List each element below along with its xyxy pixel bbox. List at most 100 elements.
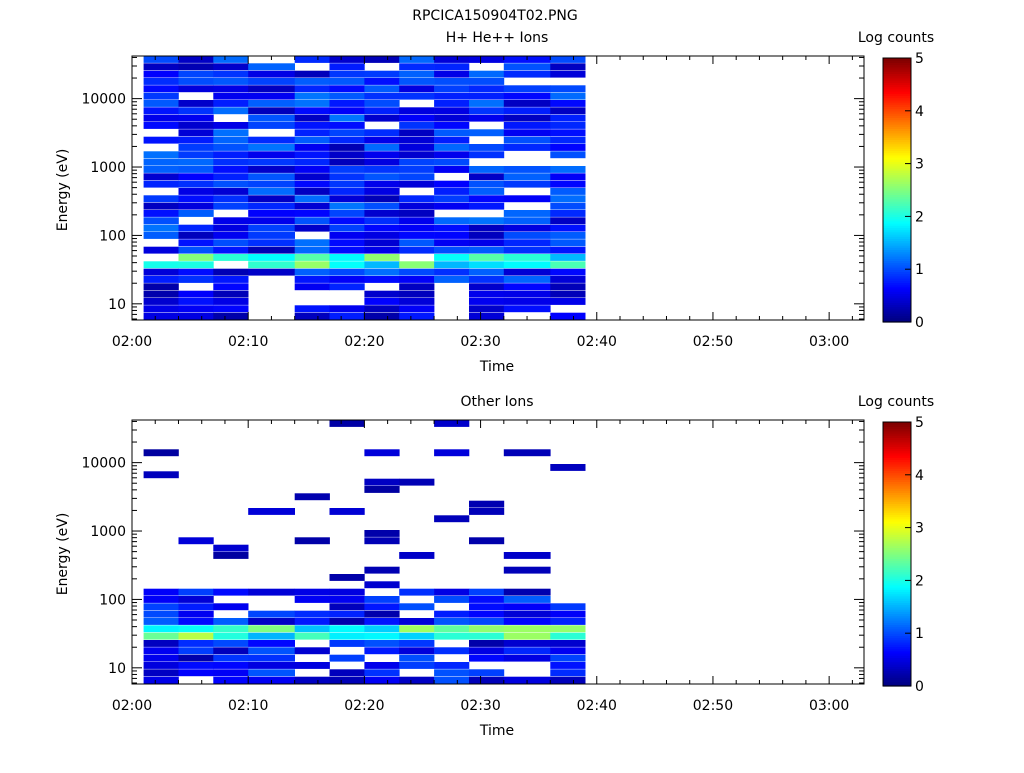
heat-cell bbox=[469, 92, 505, 100]
heat-cell bbox=[399, 261, 435, 269]
colorbar-swatch bbox=[883, 452, 911, 456]
colorbar-swatch bbox=[883, 554, 911, 557]
heat-cell bbox=[434, 246, 470, 254]
heat-cell bbox=[178, 195, 214, 203]
heat-cell bbox=[143, 588, 179, 596]
y-tick-label: 1000 bbox=[90, 524, 126, 540]
heat-cell bbox=[213, 305, 249, 313]
heat-cell bbox=[550, 202, 586, 210]
heat-cell bbox=[213, 166, 249, 173]
heat-cell bbox=[364, 144, 400, 151]
colorbar-swatch bbox=[883, 238, 911, 242]
colorbar-swatch bbox=[883, 209, 911, 213]
heat-cell bbox=[364, 70, 400, 78]
heat-cell bbox=[469, 500, 505, 508]
heat-cell bbox=[329, 107, 365, 115]
heat-cell bbox=[399, 56, 435, 63]
colorbar-swatch bbox=[883, 422, 911, 425]
heat-cell bbox=[143, 268, 179, 276]
heat-cell bbox=[364, 312, 400, 320]
colorbar-swatch bbox=[883, 73, 911, 77]
colorbar-swatch bbox=[883, 527, 911, 531]
heat-cell bbox=[143, 114, 179, 122]
colorbar-swatch bbox=[883, 212, 911, 215]
heat-cell bbox=[550, 56, 586, 63]
y-tick-label: 1000 bbox=[90, 160, 126, 176]
heat-cell bbox=[550, 276, 586, 283]
colorbar-swatch bbox=[883, 488, 911, 491]
heat-cell bbox=[178, 669, 214, 677]
heat-cell bbox=[178, 254, 214, 261]
heat-cell bbox=[434, 268, 470, 276]
colorbar-swatch bbox=[883, 124, 911, 127]
heat-cell bbox=[364, 268, 400, 276]
colorbar-swatch bbox=[883, 194, 911, 198]
heat-cell bbox=[503, 63, 551, 71]
heat-cell bbox=[178, 151, 214, 159]
heat-cell bbox=[399, 239, 435, 247]
y-axis-h-he: 10 100 1000 10000 bbox=[81, 56, 864, 320]
heat-cell bbox=[434, 588, 470, 596]
heat-cell bbox=[364, 188, 400, 195]
heat-cell bbox=[364, 100, 400, 107]
heat-cell bbox=[434, 195, 470, 203]
colorbar-swatch bbox=[883, 251, 911, 255]
colorbar-swatch bbox=[883, 668, 911, 672]
heat-cell bbox=[503, 618, 551, 625]
heat-cell bbox=[364, 290, 400, 298]
heat-cell bbox=[213, 669, 249, 677]
colorbar-swatch bbox=[883, 291, 911, 294]
heat-cell bbox=[248, 180, 295, 188]
colorbar-swatch bbox=[883, 598, 911, 601]
heat-cell bbox=[434, 254, 470, 261]
heat-cell bbox=[143, 632, 179, 640]
heat-cell bbox=[364, 78, 400, 85]
heat-cell bbox=[143, 217, 179, 225]
heat-cell bbox=[178, 78, 214, 85]
heat-cell bbox=[213, 290, 249, 298]
heat-cell bbox=[503, 552, 551, 559]
heat-cell bbox=[143, 276, 179, 283]
colorbar-swatch bbox=[883, 108, 911, 112]
heat-cell bbox=[550, 232, 586, 239]
heat-cell bbox=[550, 217, 586, 225]
heat-cell bbox=[503, 85, 551, 93]
heat-cell bbox=[434, 224, 470, 232]
heat-cell bbox=[364, 151, 400, 159]
colorbar-swatch bbox=[883, 205, 911, 209]
colorbar-swatch bbox=[883, 135, 911, 138]
heat-cell bbox=[550, 464, 586, 471]
heat-cell bbox=[329, 78, 365, 85]
heat-cell bbox=[213, 632, 249, 640]
colorbar-swatch bbox=[883, 642, 911, 645]
heat-cell bbox=[399, 107, 435, 115]
heat-cell bbox=[178, 618, 214, 625]
colorbar-swatch bbox=[883, 236, 911, 239]
y-tick-label: 10000 bbox=[81, 456, 126, 472]
heat-cell bbox=[329, 224, 365, 232]
heat-cell bbox=[294, 224, 330, 232]
heat-cell bbox=[329, 632, 365, 640]
colorbar-swatch bbox=[883, 545, 911, 548]
heat-cell bbox=[550, 640, 586, 647]
heat-cell bbox=[329, 610, 365, 618]
colorbar-swatch bbox=[883, 104, 911, 107]
heat-cell bbox=[143, 603, 179, 611]
colorbar-swatch bbox=[883, 477, 911, 480]
heat-cell bbox=[434, 78, 470, 85]
colorbar-tick-label: 0 bbox=[915, 679, 924, 695]
heat-cell bbox=[550, 92, 586, 100]
heat-cell bbox=[178, 239, 214, 247]
colorbar-swatch bbox=[883, 317, 911, 321]
colorbar-swatch bbox=[883, 600, 911, 603]
colorbar-swatch bbox=[883, 536, 911, 540]
heat-cell bbox=[364, 85, 400, 93]
colorbar-swatch bbox=[883, 639, 911, 643]
colorbar-swatch bbox=[883, 474, 911, 478]
colorbar-swatch bbox=[883, 146, 911, 149]
colorbar-swatch bbox=[883, 578, 911, 581]
colorbar-swatch bbox=[883, 472, 911, 476]
heat-cell bbox=[248, 122, 295, 129]
heat-cell bbox=[329, 676, 365, 684]
colorbar-tick-label: 3 bbox=[915, 157, 924, 173]
